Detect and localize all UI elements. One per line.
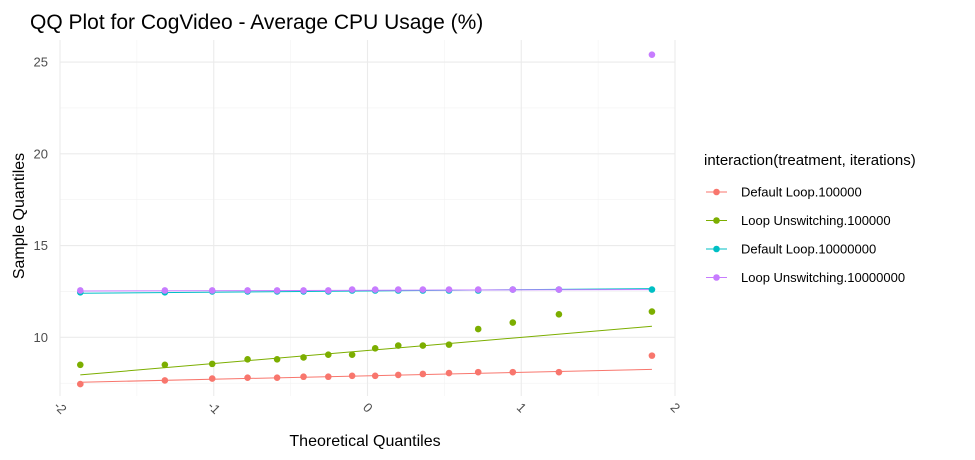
data-point-series-1 xyxy=(394,371,402,379)
data-point-series-2 xyxy=(419,342,427,349)
legend-item: Default Loop.100000 xyxy=(706,185,862,200)
data-point-series-4 xyxy=(419,286,427,293)
data-point-series-2 xyxy=(348,351,356,359)
x-tick-label: 1 xyxy=(514,400,530,416)
data-point-series-4 xyxy=(474,286,482,293)
data-point-series-3 xyxy=(648,286,656,293)
data-point-series-1 xyxy=(509,368,517,376)
y-tick-label: 10 xyxy=(34,330,48,345)
data-point-series-2 xyxy=(76,361,84,369)
data-point-series-4 xyxy=(509,286,517,293)
data-point-series-1 xyxy=(371,372,379,380)
data-point-series-2 xyxy=(371,344,379,352)
data-point-series-4 xyxy=(76,287,84,294)
y-tick-label: 25 xyxy=(34,55,48,70)
data-point-series-4 xyxy=(244,287,251,294)
legend-item: Loop Unswitching.10000000 xyxy=(706,270,905,285)
data-point-series-4 xyxy=(208,287,216,294)
chart-title: QQ Plot for CogVideo - Average CPU Usage… xyxy=(30,11,483,34)
legend-items: Default Loop.100000 Loop Unswitching.1000… xyxy=(706,185,905,285)
legend-key-point xyxy=(713,245,720,253)
legend-key-point xyxy=(713,188,720,196)
data-point-series-1 xyxy=(419,370,427,378)
data-point-series-1 xyxy=(324,373,332,381)
legend-key-point xyxy=(713,217,720,224)
data-point-series-2 xyxy=(244,355,251,363)
legend-label: Loop Unswitching.10000000 xyxy=(741,270,905,285)
legend-title: interaction(treatment, iterations) xyxy=(704,152,916,169)
data-point-series-2 xyxy=(208,360,216,368)
data-point-series-2 xyxy=(474,325,482,333)
data-point-series-4 xyxy=(394,286,402,293)
data-point-series-1 xyxy=(348,372,356,380)
legend-label: Default Loop.10000000 xyxy=(741,242,876,257)
legend: interaction(treatment, iterations) Defau… xyxy=(704,152,916,285)
x-tick-label: 2 xyxy=(667,400,683,416)
legend-item: Default Loop.10000000 xyxy=(706,242,876,257)
data-point-series-2 xyxy=(509,319,517,326)
data-point-series-2 xyxy=(648,308,656,315)
data-point-series-2 xyxy=(161,361,169,369)
y-tick-label: 15 xyxy=(34,238,48,253)
data-point-series-1 xyxy=(273,374,281,381)
fit-line-series-2 xyxy=(80,325,652,376)
data-point-series-4 xyxy=(324,287,332,294)
data-point-series-4 xyxy=(300,287,307,294)
legend-item: Loop Unswitching.100000 xyxy=(706,213,891,228)
data-point-series-1 xyxy=(76,380,84,388)
x-tick-label: -2 xyxy=(51,398,70,417)
data-point-series-4 xyxy=(348,286,356,293)
data-point-series-2 xyxy=(324,351,332,359)
data-point-series-1 xyxy=(300,373,307,381)
legend-key-point xyxy=(713,274,720,281)
data-point-series-1 xyxy=(445,369,453,377)
data-point-series-4 xyxy=(371,286,379,293)
data-point-series-4 xyxy=(273,287,281,294)
data-point-series-1 xyxy=(474,368,482,376)
data-point-series-4 xyxy=(648,51,656,58)
data-point-series-1 xyxy=(208,375,216,382)
grid-major-lines xyxy=(59,40,676,396)
data-point-series-1 xyxy=(244,374,251,381)
y-axis-ticks: 10 15 20 25 xyxy=(34,55,48,345)
x-tick-label: 0 xyxy=(360,400,376,416)
y-tick-label: 20 xyxy=(34,146,48,161)
plot-panel xyxy=(59,40,676,396)
data-point-series-1 xyxy=(648,352,656,359)
data-point-series-2 xyxy=(445,341,453,348)
legend-label: Default Loop.100000 xyxy=(741,185,862,200)
data-point-series-2 xyxy=(394,342,402,349)
data-point-series-1 xyxy=(555,368,563,376)
data-point-series-4 xyxy=(555,286,563,293)
data-point-series-4 xyxy=(445,286,453,293)
x-tick-label: -1 xyxy=(205,398,224,417)
x-axis-title: Theoretical Quantiles xyxy=(289,433,440,450)
data-point-series-2 xyxy=(555,311,563,318)
data-point-series-1 xyxy=(161,377,169,384)
y-axis-title: Sample Quantiles xyxy=(11,153,28,279)
legend-label: Loop Unswitching.100000 xyxy=(741,213,891,228)
x-axis-ticks: -2 -1 0 1 2 xyxy=(51,398,683,417)
data-point-series-4 xyxy=(161,287,169,294)
data-point-series-2 xyxy=(273,355,281,363)
data-point-series-2 xyxy=(300,354,307,361)
data-points xyxy=(76,51,656,388)
fit-lines xyxy=(80,288,652,383)
